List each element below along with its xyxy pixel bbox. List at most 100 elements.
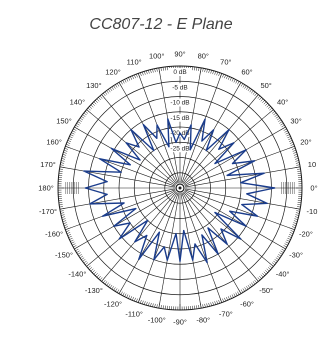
ring-tick bbox=[101, 276, 106, 282]
ring-tick bbox=[63, 150, 68, 152]
grid-spoke bbox=[184, 126, 286, 186]
ring-tick bbox=[281, 124, 285, 128]
ring-tick bbox=[60, 212, 65, 214]
series-point bbox=[167, 118, 169, 120]
series-point bbox=[217, 253, 219, 255]
grid-spoke bbox=[183, 191, 274, 267]
ring-tick bbox=[128, 77, 131, 81]
ring-tick bbox=[206, 303, 208, 307]
ring-tick bbox=[204, 68, 206, 73]
angle-label: -70° bbox=[219, 309, 233, 318]
db-label-bg bbox=[169, 98, 191, 107]
ring-tick bbox=[280, 126, 286, 131]
ring-tick bbox=[286, 239, 290, 242]
ring-tick bbox=[283, 128, 287, 131]
grid-spoke bbox=[158, 67, 180, 183]
series-point bbox=[163, 246, 165, 248]
ring-tick bbox=[295, 212, 300, 214]
series-point bbox=[266, 202, 268, 204]
series-point bbox=[135, 208, 137, 210]
angle-label: -80° bbox=[196, 315, 210, 324]
series-point bbox=[194, 243, 196, 245]
ring-tick bbox=[71, 241, 75, 244]
ring-tick bbox=[242, 84, 245, 88]
grid-spoke bbox=[118, 82, 178, 184]
ring-tick bbox=[87, 107, 91, 111]
ring-tick bbox=[266, 104, 270, 108]
ring-tick bbox=[62, 220, 67, 222]
ring-tick bbox=[266, 268, 270, 272]
series-point bbox=[189, 149, 191, 151]
ring-tick bbox=[132, 75, 134, 80]
ring-tick bbox=[267, 106, 271, 109]
ring-tick bbox=[219, 296, 222, 303]
angle-label: 110° bbox=[127, 58, 142, 67]
ring-tick bbox=[283, 245, 287, 248]
ring-tick bbox=[274, 259, 278, 262]
grid-spoke bbox=[180, 193, 202, 309]
ring-tick bbox=[154, 303, 156, 308]
ring-tick bbox=[293, 220, 298, 222]
series-point bbox=[138, 146, 140, 148]
ring-tick bbox=[85, 111, 89, 114]
ring-tick bbox=[120, 291, 123, 295]
series-point bbox=[153, 149, 155, 152]
ring-tick bbox=[128, 295, 131, 299]
ring-tick bbox=[82, 114, 86, 117]
series-point bbox=[142, 124, 144, 126]
grid-spoke bbox=[185, 188, 301, 210]
ring-tick bbox=[61, 216, 66, 218]
ring-tick bbox=[126, 294, 129, 298]
grid-spoke bbox=[101, 94, 177, 185]
ring-tick bbox=[227, 76, 230, 80]
ring-tick bbox=[288, 140, 293, 142]
angle-label: -130° bbox=[85, 286, 103, 295]
ring-tick bbox=[246, 86, 249, 90]
grid-spoke bbox=[118, 192, 178, 294]
ring-tick bbox=[83, 112, 87, 116]
angle-label: -120° bbox=[104, 300, 122, 309]
series-point bbox=[179, 132, 181, 134]
ring-tick bbox=[294, 207, 301, 210]
ring-tick bbox=[268, 262, 274, 267]
ring-tick bbox=[156, 68, 158, 72]
ring-tick bbox=[289, 142, 294, 144]
ring-tick bbox=[231, 78, 234, 82]
angle-label: 150° bbox=[56, 117, 72, 126]
angle-label: -110° bbox=[125, 309, 142, 318]
ring-tick bbox=[206, 69, 208, 73]
ring-tick bbox=[254, 94, 259, 100]
ring-tick bbox=[246, 286, 249, 290]
ring-tick bbox=[146, 301, 148, 306]
ring-tick bbox=[160, 67, 162, 71]
ring-tick bbox=[274, 114, 278, 117]
ring-tick bbox=[136, 74, 138, 78]
ring-tick bbox=[92, 270, 95, 273]
ring-tick bbox=[136, 298, 138, 302]
angle-label: 0° bbox=[310, 184, 317, 193]
ring-tick bbox=[229, 77, 232, 81]
ring-tick bbox=[90, 104, 94, 108]
ring-tick bbox=[294, 216, 299, 218]
ring-tick bbox=[280, 250, 284, 253]
db-tick-label: -10 dB bbox=[170, 100, 189, 107]
ring-tick bbox=[284, 130, 288, 133]
ring-tick bbox=[106, 90, 109, 94]
ring-tick bbox=[222, 298, 224, 302]
ring-tick bbox=[262, 273, 265, 276]
ring-tick bbox=[275, 257, 279, 260]
ring-tick bbox=[134, 297, 136, 302]
series-point bbox=[206, 261, 208, 264]
ring-tick bbox=[237, 291, 240, 295]
ring-tick bbox=[276, 255, 281, 259]
angle-label: -20° bbox=[299, 229, 313, 238]
ring-tick bbox=[59, 206, 63, 208]
ring-tick bbox=[98, 97, 101, 101]
grid-spoke bbox=[59, 188, 175, 210]
ring-tick bbox=[154, 68, 156, 73]
ring-tick bbox=[284, 243, 288, 246]
angle-label: -90° bbox=[173, 318, 187, 327]
db-tick-label: -25 dB bbox=[170, 145, 189, 152]
ring-tick bbox=[212, 70, 214, 75]
ring-tick bbox=[288, 138, 292, 141]
